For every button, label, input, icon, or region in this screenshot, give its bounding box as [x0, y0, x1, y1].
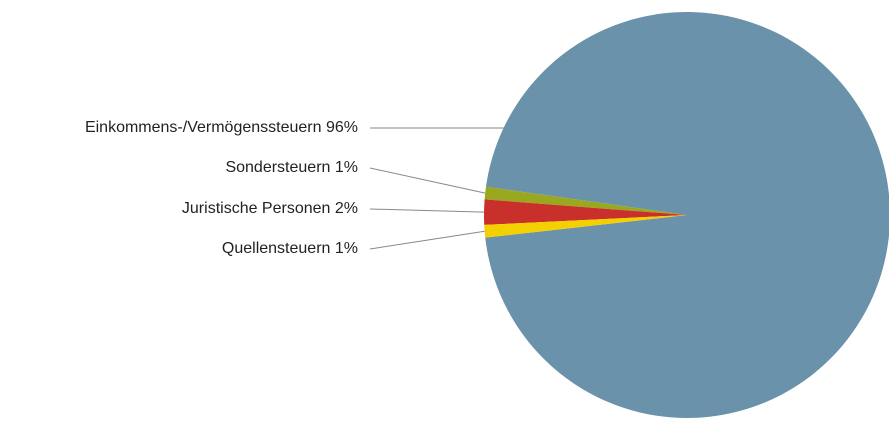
slice-label: Sondersteuern 1% [225, 159, 358, 176]
slice-name: Juristische Personen [182, 200, 331, 217]
slice-name: Einkommens-/Vermögenssteuern [85, 119, 322, 136]
slice-value: 1% [335, 159, 358, 176]
slice-name: Sondersteuern [225, 159, 330, 176]
slice-value: 2% [335, 200, 358, 217]
slice-label: Juristische Personen 2% [182, 200, 358, 217]
pie-slice [484, 215, 687, 238]
slice-value: 1% [335, 240, 358, 257]
slice-value: 96% [326, 119, 358, 136]
pie-slice [484, 186, 687, 215]
pie-slice [483, 199, 687, 225]
slice-name: Quellensteuern [222, 240, 331, 257]
leader-line [369, 167, 486, 194]
slice-label: Quellensteuern 1% [222, 240, 358, 257]
slice-label: Einkommens-/Vermögenssteuern 96% [85, 119, 358, 136]
leader-line [369, 230, 485, 250]
leader-line [369, 208, 485, 213]
pie-slice [485, 12, 889, 418]
